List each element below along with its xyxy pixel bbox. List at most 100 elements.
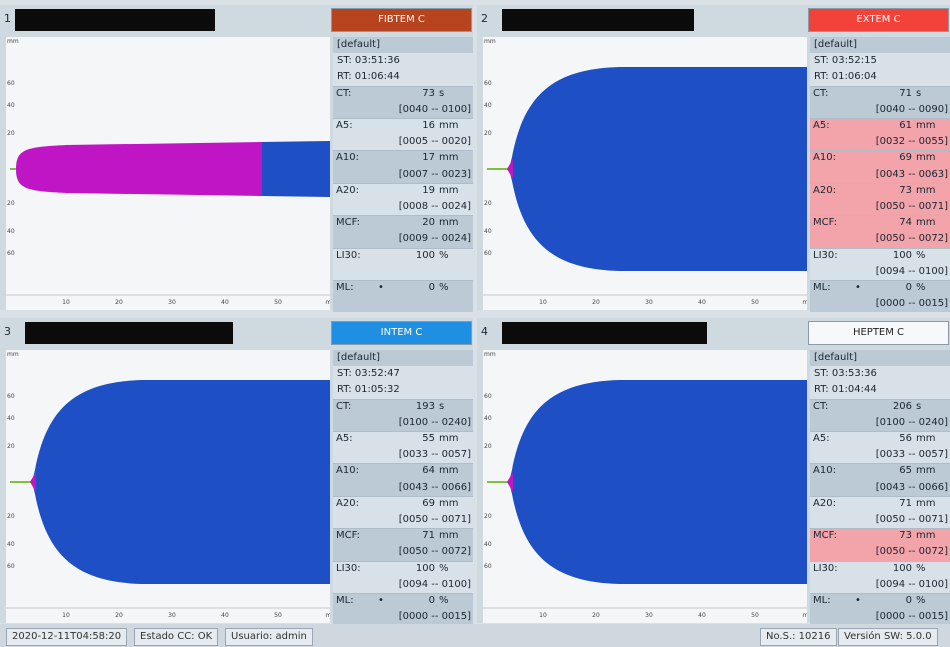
x-tick-label: 50 (274, 299, 282, 306)
info-st: ST: 03:52:15 (810, 53, 950, 70)
clot-trace-blue (262, 141, 330, 197)
y-tick-label: 20 (484, 443, 492, 450)
panel-number: 1 (4, 12, 11, 25)
param-unit: % (916, 595, 926, 606)
param-value: 73 (899, 184, 912, 196)
x-tick-label: 10 (539, 299, 547, 306)
y-tick-label: 60 (7, 393, 15, 400)
param-unit: % (916, 562, 926, 574)
param-row (810, 495, 950, 529)
param-value: 0 (905, 595, 912, 606)
param-row (333, 247, 473, 280)
param-row (333, 215, 473, 248)
x-tick-label: min (325, 612, 330, 619)
param-unit: mm (439, 120, 459, 131)
param-value: 0 (905, 282, 912, 293)
param-range: [0009 -- 0024] (398, 233, 471, 245)
param-range: [0040 -- 0090] (875, 103, 948, 115)
param-row (333, 398, 473, 431)
graph-area: 10 20 30 40 50 min mm 60 40 20 20 40 60 (6, 37, 337, 310)
param-range: [0050 -- 0072] (875, 546, 948, 558)
param-value: 0 (428, 282, 435, 293)
param-label: A20: (336, 184, 359, 196)
x-tick-label: 30 (645, 299, 653, 306)
param-range: [0050 -- 0071] (398, 514, 471, 525)
param-unit: s (439, 87, 445, 99)
param-label: MCF: (813, 530, 837, 542)
param-label: A10: (336, 465, 359, 477)
info-st: ST: 03:52:47 (333, 366, 473, 383)
param-unit: % (916, 282, 926, 293)
y-tick-label: mm (7, 351, 19, 358)
param-range: [0005 -- 0020] (398, 136, 471, 148)
param-row (333, 182, 473, 216)
param-unit: mm (439, 465, 459, 477)
param-flag: • (378, 595, 384, 606)
info-default: [default] (810, 350, 950, 367)
status-user: Usuario: admin (225, 628, 313, 646)
y-tick-label: 60 (7, 80, 15, 87)
test-button[interactable]: FIBTEM C (331, 8, 472, 32)
x-tick-label: 50 (751, 299, 759, 306)
y-tick-label: 20 (7, 443, 15, 450)
param-unit: % (916, 249, 926, 261)
param-row (333, 85, 473, 118)
param-row (333, 280, 473, 313)
info-default: [default] (333, 350, 473, 367)
param-range: [0100 -- 0240] (875, 416, 948, 428)
x-tick-label: 50 (274, 612, 282, 619)
y-tick-label: mm (7, 38, 19, 45)
y-tick-label: 60 (484, 80, 492, 87)
param-unit: mm (439, 217, 459, 229)
clot-trace (509, 67, 807, 271)
param-row (333, 150, 473, 183)
param-range: [0008 -- 0024] (398, 201, 471, 212)
param-row (333, 431, 473, 464)
param-label: ML: (336, 282, 354, 293)
param-row (810, 528, 950, 561)
param-range: [0007 -- 0023] (398, 168, 471, 180)
test-button[interactable]: INTEM C (331, 321, 472, 345)
param-label: MCF: (336, 530, 360, 542)
param-label: A5: (336, 120, 353, 131)
test-button[interactable]: HEPTEM C (808, 321, 949, 345)
param-row (810, 431, 950, 464)
param-unit: mm (439, 530, 459, 542)
param-range: [0000 -- 0015] (398, 611, 471, 623)
param-value: 16 (422, 120, 435, 131)
y-tick-label: 20 (7, 200, 15, 207)
x-tick-label: 20 (115, 612, 123, 619)
param-label: ML: (813, 595, 831, 606)
param-label: MCF: (336, 217, 360, 229)
param-row (810, 280, 950, 313)
param-unit: mm (916, 120, 936, 131)
param-range: [0094 -- 0100] (398, 578, 471, 590)
param-value: 0 (428, 595, 435, 606)
param-value: 19 (422, 184, 435, 196)
panel-number: 3 (4, 325, 11, 338)
x-tick-label: 10 (62, 612, 70, 619)
param-row (333, 593, 473, 626)
redacted-bar (15, 9, 215, 31)
test-button[interactable]: EXTEM C (808, 8, 949, 32)
info-st: ST: 03:53:36 (810, 366, 950, 383)
status-timestamp: 2020-12-11T04:58:20 (6, 628, 128, 646)
param-row (810, 398, 950, 431)
x-tick-label: 40 (698, 612, 706, 619)
x-tick-label: 10 (62, 299, 70, 306)
param-label: A10: (813, 465, 836, 477)
param-flag: • (378, 282, 384, 293)
y-tick-label: mm (484, 351, 496, 358)
clot-trace (509, 380, 807, 584)
param-row (333, 495, 473, 529)
y-tick-label: 40 (7, 541, 15, 548)
y-tick-label: 20 (484, 513, 492, 520)
param-unit: mm (916, 433, 936, 444)
info-rt: RT: 01:05:32 (333, 382, 473, 399)
param-row (810, 593, 950, 626)
param-unit: mm (916, 465, 936, 477)
param-value: 65 (899, 465, 912, 477)
redacted-bar (25, 322, 233, 344)
x-tick-label: 40 (221, 612, 229, 619)
